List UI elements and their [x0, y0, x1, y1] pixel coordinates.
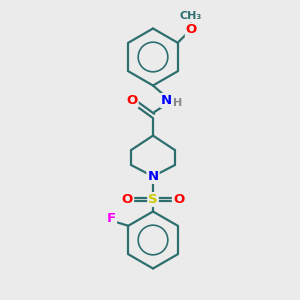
Text: O: O	[126, 94, 138, 107]
Text: O: O	[122, 193, 133, 206]
Text: F: F	[107, 212, 116, 225]
Text: N: N	[161, 94, 172, 107]
Text: O: O	[173, 193, 184, 206]
Text: S: S	[148, 193, 158, 206]
Text: N: N	[147, 170, 159, 183]
Text: H: H	[173, 98, 182, 108]
Text: O: O	[186, 23, 197, 36]
Text: CH₃: CH₃	[179, 11, 202, 21]
